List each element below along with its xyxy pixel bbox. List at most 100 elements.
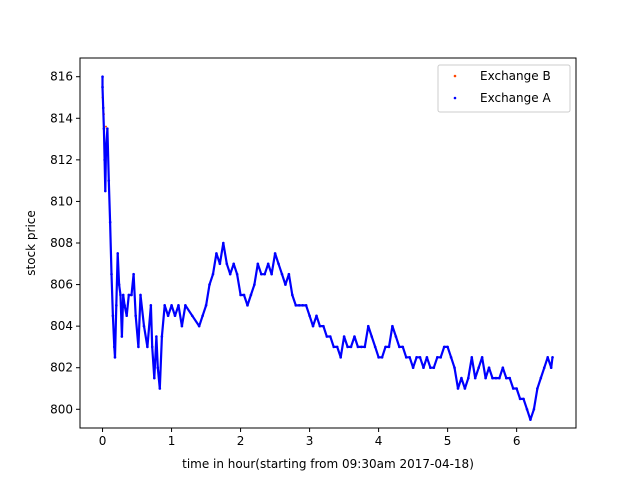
data-point-exchange-a-50	[215, 252, 218, 255]
data-point-exchange-a-30	[149, 304, 153, 307]
legend-marker-1	[453, 96, 457, 100]
data-point-exchange-a-24	[132, 272, 135, 276]
data-point-exchange-a-9	[108, 220, 112, 224]
y-tick-label-810: 810	[50, 194, 73, 208]
data-point-exchange-a-109	[418, 356, 422, 359]
data-point-exchange-a-27	[139, 293, 142, 297]
data-point-exchange-a-35	[158, 387, 162, 390]
data-point-exchange-a-41	[177, 304, 180, 307]
data-point-exchange-a-11	[111, 314, 115, 318]
data-point-exchange-a-54	[228, 272, 232, 276]
data-point-exchange-a-15	[116, 252, 120, 255]
x-tick-label-0: 0	[99, 434, 107, 448]
data-point-exchange-a-112	[429, 366, 432, 370]
data-point-exchange-a-93	[363, 345, 367, 349]
x-axis-ticks: 0 1 2 3 4 5 6	[99, 428, 520, 448]
y-tick-label-806: 806	[50, 278, 73, 292]
legend-marker-0	[453, 74, 457, 78]
y-axis-ticks: 800 802 804 806 808 810 812 814 816	[50, 70, 80, 416]
data-point-exchange-a-16	[117, 283, 121, 286]
data-point-exchange-a-18	[120, 335, 124, 338]
data-point-exchange-a-28	[142, 324, 146, 328]
data-point-exchange-a-89	[349, 345, 353, 349]
data-point-exchange-b-2	[104, 125, 107, 128]
data-point-exchange-a-137	[515, 387, 518, 390]
data-point-exchange-a-111	[425, 356, 429, 359]
data-point-exchange-a-42	[180, 324, 184, 328]
data-point-exchange-a-2	[101, 106, 105, 110]
data-point-exchange-a-96	[373, 345, 377, 349]
data-point-exchange-a-1	[101, 85, 104, 89]
data-point-exchange-a-7	[106, 127, 109, 130]
data-point-exchange-a-79	[315, 314, 318, 318]
data-point-exchange-a-115	[439, 356, 443, 359]
data-point-exchange-a-62	[256, 262, 260, 266]
data-point-exchange-a-61	[253, 283, 256, 286]
data-point-exchange-a-78	[311, 324, 315, 328]
data-point-exchange-a-110	[422, 366, 425, 370]
series-exchange-b	[101, 96, 553, 365]
data-point-exchange-a-119	[453, 366, 456, 370]
data-point-exchange-a-33	[155, 335, 158, 338]
data-point-exchange-a-127	[480, 356, 484, 359]
data-point-exchange-a-117	[446, 345, 449, 349]
data-point-exchange-a-77	[308, 314, 311, 318]
data-point-exchange-a-66	[270, 272, 273, 276]
data-point-exchange-a-98	[380, 356, 384, 359]
data-point-exchange-a-12	[112, 345, 116, 349]
data-point-exchange-a-74	[297, 304, 301, 307]
data-point-exchange-a-125	[473, 376, 477, 380]
data-point-exchange-a-38	[166, 314, 170, 318]
data-point-exchange-a-94	[366, 324, 370, 328]
data-point-exchange-a-122	[463, 387, 467, 390]
data-point-exchange-a-71	[287, 272, 291, 276]
x-tick-label-1: 1	[168, 434, 176, 448]
data-point-exchange-a-63	[259, 272, 263, 276]
data-point-exchange-a-123	[467, 376, 470, 380]
data-point-exchange-a-39	[170, 304, 173, 307]
data-point-exchange-a-135	[508, 376, 512, 380]
data-point-exchange-a-90	[353, 335, 356, 338]
data-point-exchange-a-44	[190, 314, 194, 318]
data-point-exchange-a-138	[518, 397, 522, 401]
data-point-exchange-a-14	[115, 304, 118, 307]
data-point-exchange-a-80	[318, 324, 322, 328]
data-point-exchange-a-99	[384, 345, 387, 349]
y-tick-label-804: 804	[50, 319, 73, 333]
data-point-exchange-a-34	[156, 366, 160, 370]
data-point-exchange-a-6	[104, 148, 108, 151]
data-point-exchange-a-36	[160, 335, 164, 338]
data-point-exchange-a-103	[398, 345, 401, 349]
data-point-exchange-a-124	[470, 356, 474, 359]
data-point-exchange-a-116	[442, 345, 446, 349]
data-point-exchange-a-118	[449, 356, 453, 359]
data-point-exchange-a-26	[137, 345, 140, 349]
data-point-exchange-a-81	[322, 324, 325, 328]
data-point-exchange-a-136	[511, 387, 515, 390]
data-point-exchange-a-10	[110, 272, 113, 276]
data-point-exchange-a-85	[335, 345, 339, 349]
legend-label-0: Exchange B	[480, 69, 551, 83]
data-point-exchange-a-22	[127, 293, 131, 297]
data-point-exchange-a-69	[280, 272, 284, 276]
data-point-exchange-a-141	[529, 418, 532, 421]
data-point-exchange-a-148	[551, 356, 554, 359]
data-point-exchange-a-82	[325, 335, 329, 338]
data-point-exchange-a-3	[102, 127, 106, 130]
data-point-exchange-a-114	[435, 356, 439, 359]
x-axis-label: time in hour(starting from 09:30am 2017-…	[182, 457, 474, 471]
data-point-exchange-a-126	[477, 366, 480, 370]
data-point-exchange-a-31	[150, 345, 154, 349]
data-point-exchange-a-65	[266, 262, 270, 266]
data-point-exchange-a-120	[456, 387, 460, 390]
data-point-exchange-a-146	[546, 356, 550, 359]
data-point-exchange-a-87	[342, 335, 346, 338]
data-point-exchange-a-105	[404, 356, 408, 359]
data-point-exchange-a-113	[432, 366, 436, 370]
data-point-exchange-a-75	[301, 304, 304, 307]
data-point-exchange-a-139	[522, 397, 525, 401]
series-layer	[101, 75, 554, 421]
data-point-exchange-a-55	[232, 262, 235, 266]
y-tick-label-814: 814	[50, 111, 73, 125]
